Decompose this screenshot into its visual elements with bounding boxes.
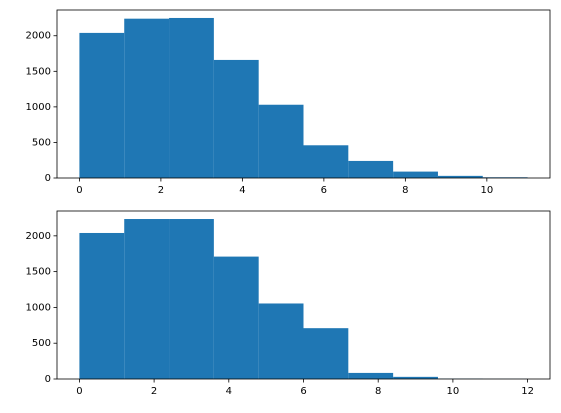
x-tick-label: 4 [226, 386, 232, 397]
bar [348, 160, 394, 178]
bar [169, 17, 214, 179]
bar [303, 145, 349, 178]
y-tick-label: 1000 [26, 102, 51, 113]
bar [348, 372, 394, 379]
x-tick-label: 2 [158, 185, 164, 196]
bar [393, 171, 438, 178]
bar [258, 303, 304, 379]
bar [258, 104, 304, 178]
x-tick-label: 10 [447, 386, 460, 397]
y-tick-label: 2000 [26, 31, 51, 42]
bar [393, 376, 438, 379]
x-tick-label: 10 [480, 185, 493, 196]
bar [213, 256, 259, 379]
bar [303, 328, 349, 379]
y-tick-label: 0 [45, 374, 51, 385]
axes-frame [56, 9, 551, 179]
y-tick-label: 500 [32, 338, 51, 349]
x-tick-label: 4 [239, 185, 245, 196]
x-tick-label: 8 [402, 185, 408, 196]
y-tick-label: 500 [32, 137, 51, 148]
bar [437, 175, 483, 178]
bar [169, 219, 214, 379]
x-tick-label: 0 [76, 386, 82, 397]
x-tick-label: 6 [321, 185, 327, 196]
x-tick-label: 8 [375, 386, 381, 397]
bar [79, 32, 125, 179]
x-tick-label: 2 [151, 386, 157, 397]
bar [213, 59, 259, 178]
x-tick-label: 0 [76, 185, 82, 196]
y-tick-label: 1500 [26, 66, 51, 77]
y-tick-label: 0 [45, 173, 51, 184]
x-tick-label: 6 [300, 386, 306, 397]
y-tick-label: 1000 [26, 302, 51, 313]
y-tick-label: 2000 [26, 231, 51, 242]
bar [124, 18, 170, 178]
y-tick-label: 1500 [26, 267, 51, 278]
bar [79, 232, 125, 379]
x-tick-label: 12 [521, 386, 534, 397]
bar [124, 219, 170, 379]
